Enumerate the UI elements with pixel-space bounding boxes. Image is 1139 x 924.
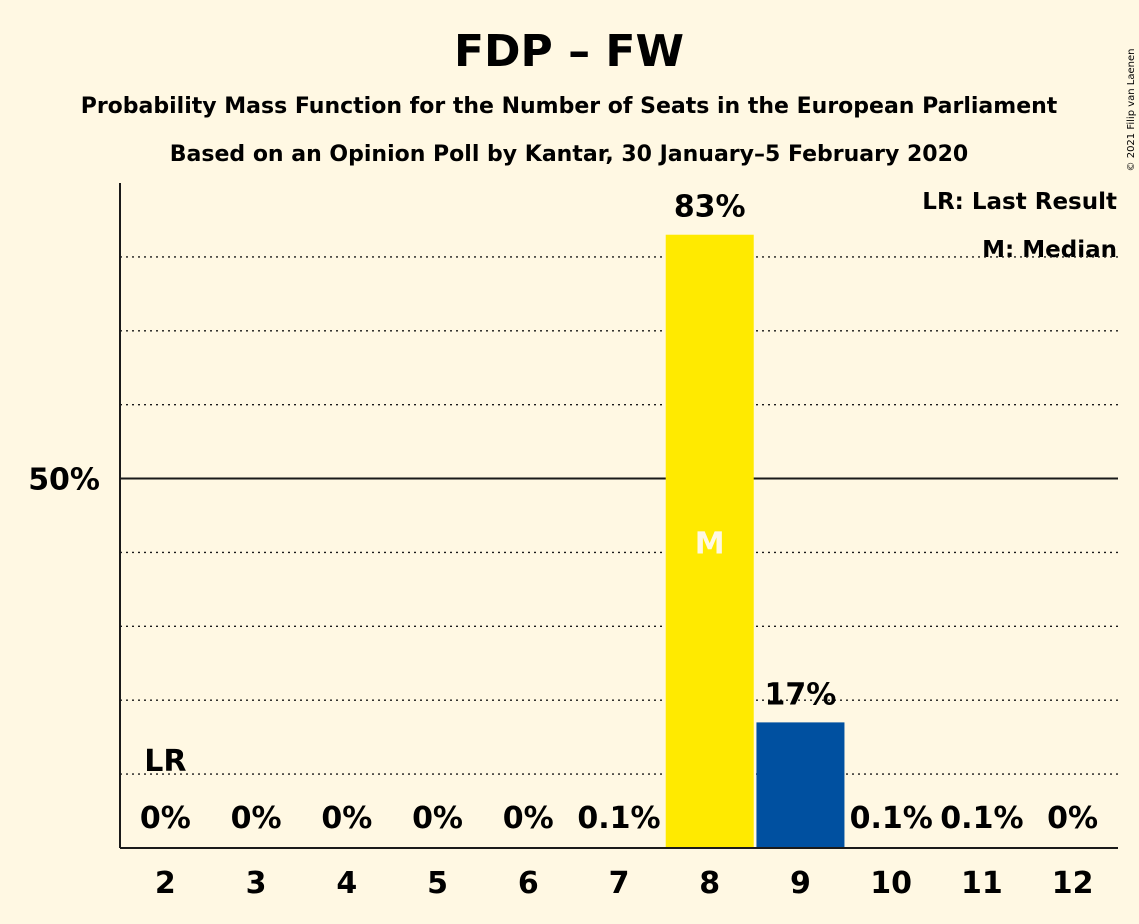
x-tick-label-6: 6 bbox=[518, 866, 539, 901]
legend-last-result: LR: Last Result bbox=[922, 189, 1117, 215]
last-result-marker: LR bbox=[144, 744, 186, 779]
value-label-6: 0% bbox=[503, 801, 554, 836]
value-label-4: 0% bbox=[321, 801, 372, 836]
chart-subtitle: Probability Mass Function for the Number… bbox=[81, 94, 1058, 119]
x-tick-label-3: 3 bbox=[246, 866, 267, 901]
value-label-12: 0% bbox=[1047, 801, 1098, 836]
y-tick-label-50: 50% bbox=[28, 463, 100, 498]
x-tick-label-10: 10 bbox=[870, 866, 912, 901]
plot-area: 50%20%30%40%50%60%70.1%883%917%100.1%110… bbox=[28, 183, 1118, 901]
value-label-11: 0.1% bbox=[940, 801, 1023, 836]
median-marker: M bbox=[695, 526, 725, 561]
x-tick-label-4: 4 bbox=[336, 866, 357, 901]
bar-9 bbox=[756, 722, 845, 848]
value-label-10: 0.1% bbox=[850, 801, 933, 836]
x-tick-label-2: 2 bbox=[155, 866, 176, 901]
x-tick-label-11: 11 bbox=[961, 866, 1003, 901]
value-label-9: 17% bbox=[765, 677, 837, 712]
chart-subtitle-source: Based on an Opinion Poll by Kantar, 30 J… bbox=[170, 142, 968, 167]
value-label-3: 0% bbox=[231, 801, 282, 836]
x-tick-label-12: 12 bbox=[1052, 866, 1094, 901]
value-label-8: 83% bbox=[674, 190, 746, 225]
chart-title: FDP – FW bbox=[454, 26, 684, 77]
copyright-note: © 2021 Filip van Laenen bbox=[1126, 49, 1137, 172]
bar-8 bbox=[665, 234, 754, 848]
legend-median: M: Median bbox=[982, 237, 1117, 263]
value-label-5: 0% bbox=[412, 801, 463, 836]
value-label-2: 0% bbox=[140, 801, 191, 836]
x-tick-label-9: 9 bbox=[790, 866, 811, 901]
value-label-7: 0.1% bbox=[577, 801, 660, 836]
x-tick-label-5: 5 bbox=[427, 866, 448, 901]
x-tick-label-7: 7 bbox=[609, 866, 630, 901]
x-tick-label-8: 8 bbox=[699, 866, 720, 901]
